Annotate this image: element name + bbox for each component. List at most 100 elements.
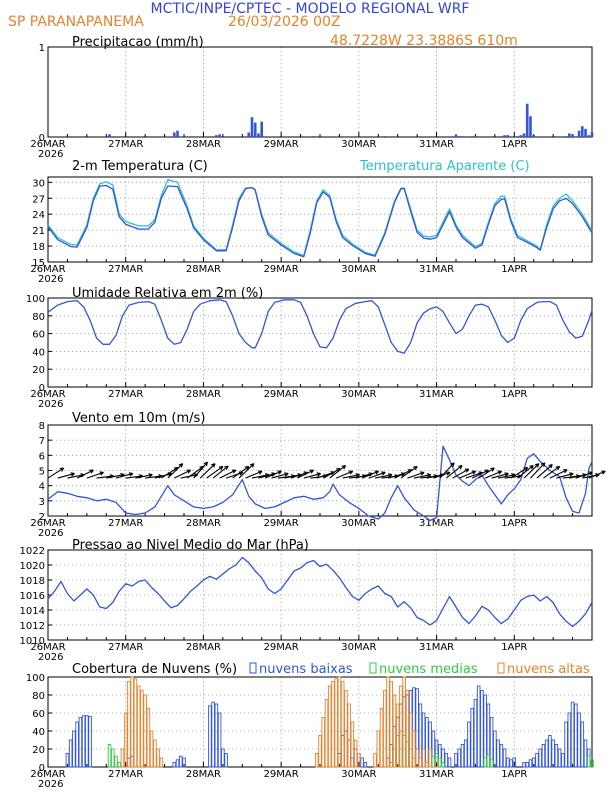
panel-temp: 15 18 21 24 27 30 26MAR 27MAR 28MAR 29MAR 30MAR 31M… [30,159,593,285]
x-tick-label: 29MAR [264,139,299,150]
x-tick-label: 30MAR [341,642,376,653]
y-tick-label: 5 [39,467,45,478]
cloud-bar [136,685,141,768]
precip-bar [470,136,474,137]
precip-bar [584,128,587,137]
x-tick-label: 31MAR [419,264,454,275]
wind-vector [491,472,509,479]
cloud-bar [386,676,390,768]
y-tick-label: 0 [39,763,45,774]
cloud-bar [379,708,384,768]
y-tick-label: 0 [39,133,45,144]
cloud-bar [567,712,572,768]
x-tick-label: 26MAR [30,769,65,780]
cloud-bar [431,755,436,768]
panel-wind: 2 3 4 5 6 7 8 26MAR 27MAR 28MAR 29MAR 30MAR 31MAR 1AP… [30,411,606,539]
cloud-bar [382,690,387,768]
precip-bar [172,132,176,137]
legend-entry: nuvens baixas [259,662,353,677]
header-run-date: 26/03/2026 00Z [228,14,341,30]
cloud-bar [499,744,504,768]
cloud-bar [376,730,381,768]
wind-vector [174,469,191,479]
cloud-bar [570,701,575,768]
x-tick-label: 31MAR [419,769,454,780]
cloud-bar [506,757,510,768]
cloud-bar [415,748,419,768]
cloud-bar [574,703,578,768]
header-coordinates: 48.7228W 23.3886S 610m [330,33,518,49]
cloud-bar [486,753,491,768]
cloud-bar [402,676,406,768]
panel-humid: 0 20 40 60 80 100 26MAR 27MAR 28MAR 29MAR 30MAR 31M… [26,286,593,410]
precip-bar [218,134,221,137]
cloud-bar [509,759,513,768]
precip-bar [176,130,179,137]
cloud-bar [590,759,594,768]
x-tick-label: 28MAR [186,139,221,150]
cloud-bar [428,748,432,768]
cloud-bar [583,739,588,768]
x-tick-label: 27MAR [108,389,143,400]
y-tick-label: 1 [39,43,45,54]
cloud-bar [544,739,549,768]
y-tick-label: 80 [32,691,45,702]
cloud-bar [392,694,397,768]
cloud-bar [88,716,92,768]
panel-pressure: 1010 1012 1014 1016 1018 1020 1022 26MAR 27MAR 28… [20,538,593,663]
cloud-bar [421,748,426,768]
wind-vector [86,471,104,479]
x-tick-label: 27MAR [108,264,143,275]
cloud-bar [502,748,507,768]
y-tick-label: 1020 [20,561,45,572]
cloud-bar [586,755,591,768]
precip-bar [529,116,532,137]
y-tick-label: 4 [39,482,45,493]
x-tick-label: 1APR [501,518,527,529]
y-tick-label: 18 [32,242,45,253]
x-tick-label: 27MAR [108,139,143,150]
x-tick-label: 30MAR [341,518,376,529]
series-line [47,184,593,258]
x-tick-label: 31MAR [419,139,454,150]
cloud-bar [489,759,494,768]
cloud-bar [395,703,400,768]
cloud-bar [531,757,536,768]
cloud-bar [399,685,403,768]
y-tick-label: 40 [32,347,45,358]
cloud-bar [120,748,125,768]
cloud-bar [538,748,542,768]
cloud-bar [548,735,552,768]
wind-vector [575,471,593,479]
wind-vector [199,463,216,479]
cloud-bar [318,735,322,768]
x-tick-label: 27MAR [108,769,143,780]
chart-title: Vento em 10m (m/s) [72,411,205,426]
y-tick-label: 1022 [20,546,45,557]
cloud-bar [172,762,177,768]
x-tick-label: 31MAR [419,642,454,653]
cloud-bar [353,739,358,768]
y-tick-label: 8 [39,421,45,432]
cloud-bar [357,753,361,768]
y-tick-label: 1010 [20,636,45,647]
cloud-bar [178,755,183,768]
precip-bar [564,136,568,137]
x-year-label: 2026 [38,528,63,539]
y-tick-label: 60 [32,709,45,720]
x-tick-label: 29MAR [264,518,299,529]
x-tick-label: 31MAR [419,389,454,400]
wind-vector [193,461,209,479]
wind-vector [219,469,237,479]
y-tick-label: 27 [32,194,45,205]
series-line [47,445,593,522]
y-tick-label: 7 [39,436,45,447]
cloud-bar [561,753,565,768]
cloud-bar [454,753,458,768]
precip-bar [454,135,458,137]
wind-vector [167,463,184,479]
precip-bar [474,136,477,137]
x-tick-label: 26MAR [30,139,65,150]
cloud-bar [224,753,228,768]
